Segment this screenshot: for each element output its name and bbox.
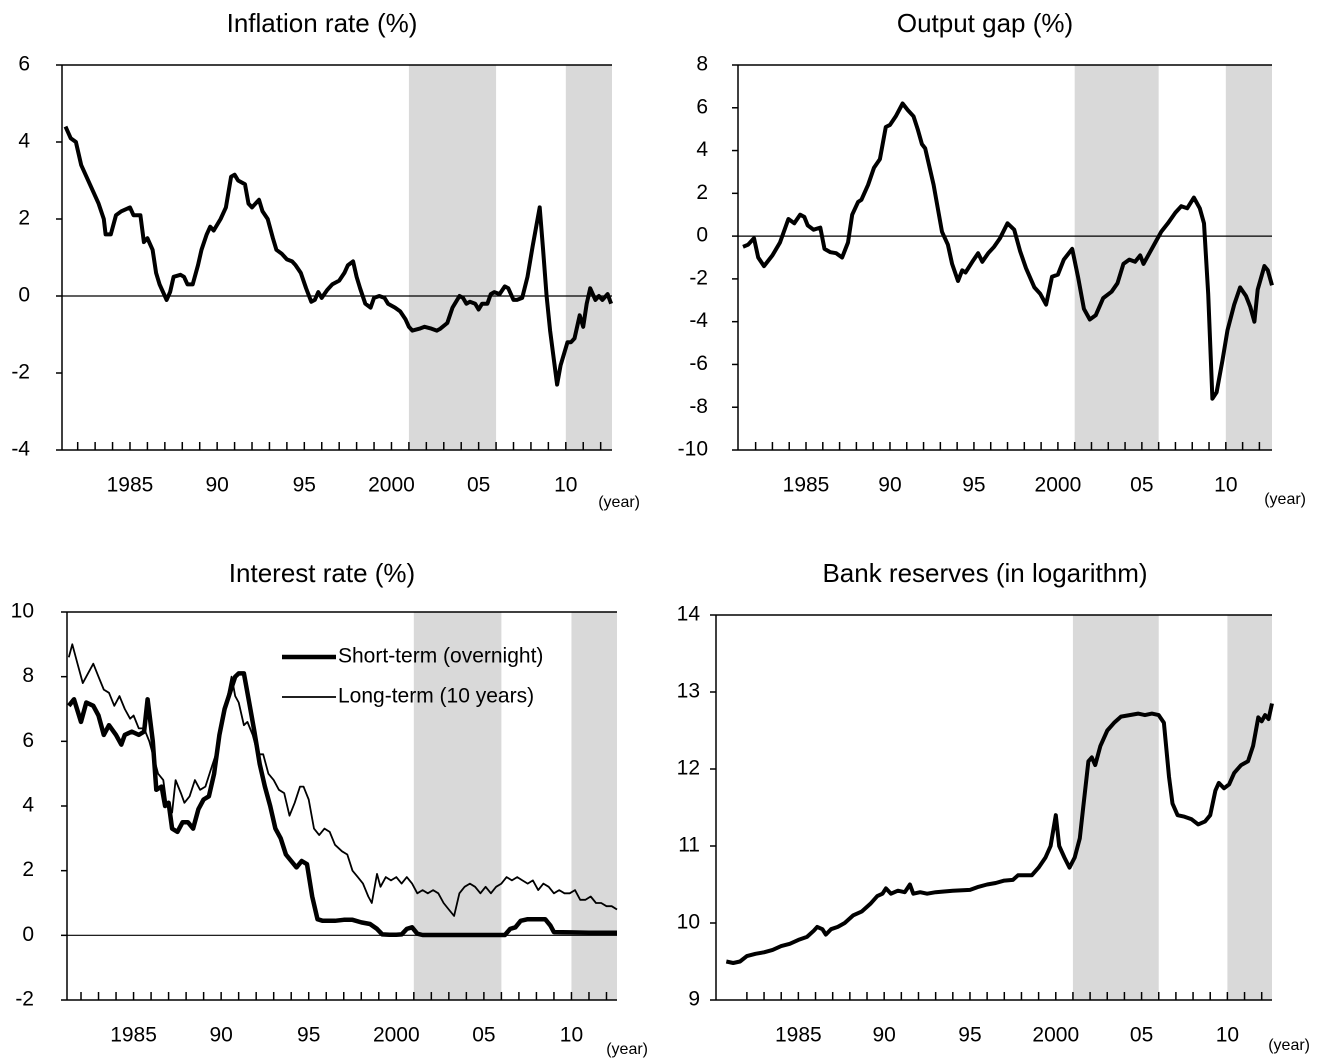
y-tick-label: 6 <box>18 53 30 76</box>
x-tick-label: 2000 <box>1032 1024 1079 1047</box>
y-tick-label: 6 <box>696 95 708 118</box>
shaded-region <box>1074 65 1159 450</box>
y-tick-label: 6 <box>22 729 34 752</box>
y-tick-label: 2 <box>18 207 30 230</box>
shaded-region <box>571 612 617 1000</box>
line-series <box>67 643 618 917</box>
x-tick-label: 1985 <box>775 1024 822 1047</box>
chart-title: Interest rate (%) <box>229 558 415 588</box>
shaded-region <box>408 65 497 450</box>
x-axis-label: (year) <box>1268 1037 1310 1054</box>
y-tick-label: 4 <box>18 130 30 153</box>
x-axis-label: (year) <box>606 1041 648 1058</box>
chart-title: Output gap (%) <box>897 8 1073 38</box>
y-tick-label: -8 <box>689 395 708 418</box>
x-tick-label: 05 <box>1130 474 1153 497</box>
x-tick-label: 10 <box>1216 1024 1239 1047</box>
x-tick-label: 10 <box>1214 474 1237 497</box>
y-tick-label: 4 <box>22 794 34 817</box>
shaded-region <box>1225 65 1272 450</box>
x-tick-label: 05 <box>472 1024 495 1047</box>
x-tick-label: 10 <box>554 474 577 497</box>
y-tick-label: 13 <box>677 680 700 703</box>
shaded-region <box>1072 615 1159 1000</box>
x-tick-label: 2000 <box>1035 474 1082 497</box>
x-tick-label: 1985 <box>110 1024 157 1047</box>
line-series <box>67 671 617 938</box>
y-tick-label: -10 <box>678 438 708 461</box>
y-tick-label: -6 <box>689 352 708 375</box>
x-axis-label: (year) <box>1264 491 1306 508</box>
y-tick-label: 11 <box>678 834 700 857</box>
x-tick-label: 95 <box>293 474 316 497</box>
y-tick-label: 0 <box>22 923 34 946</box>
x-tick-label: 90 <box>209 1024 232 1047</box>
y-tick-label: 8 <box>22 664 34 687</box>
x-tick-label: 05 <box>467 474 490 497</box>
x-tick-label: 95 <box>958 1024 981 1047</box>
x-tick-label: 2000 <box>368 474 415 497</box>
y-tick-label: 8 <box>696 53 708 76</box>
y-tick-label: 14 <box>677 603 701 626</box>
chart-panel: Output gap (%) -10 -8 -6 -4 -2 0 2 4 6 8 1985 90 95 20… <box>678 8 1306 508</box>
chart-panel: Bank reserves (in logarithm) 9 10 11 12 13 14 1… <box>677 558 1310 1054</box>
x-tick-label: 90 <box>205 474 228 497</box>
y-tick-label: 0 <box>18 284 30 307</box>
x-tick-label: 1985 <box>107 474 154 497</box>
y-tick-label: -2 <box>11 361 30 384</box>
legend-label: Long-term (10 years) <box>338 685 534 708</box>
x-tick-label: 05 <box>1130 1024 1153 1047</box>
y-tick-label: 12 <box>677 757 700 780</box>
y-tick-label: -2 <box>689 266 708 289</box>
legend-label: Short-term (overnight) <box>338 645 543 668</box>
line-series <box>725 703 1274 965</box>
line-series <box>63 125 613 387</box>
y-tick-label: 2 <box>22 858 34 881</box>
line-series <box>742 101 1274 401</box>
x-tick-label: 90 <box>878 474 901 497</box>
chart-panel: Interest rate (%) -2 0 2 4 6 8 10 1985 90 95 2000 05… <box>11 558 648 1058</box>
x-tick-label: 2000 <box>373 1024 420 1047</box>
y-tick-label: 10 <box>11 600 34 623</box>
x-axis-label: (year) <box>598 494 640 511</box>
x-tick-label: 10 <box>560 1024 583 1047</box>
shaded-region <box>413 612 502 1000</box>
x-tick-label: 1985 <box>783 474 830 497</box>
y-tick-label: -4 <box>11 438 30 461</box>
x-tick-label: 95 <box>297 1024 320 1047</box>
chart-panel: Inflation rate (%) -4 -2 0 2 4 6 1985 90 95 2000 05… <box>11 8 640 511</box>
x-tick-label: 90 <box>872 1024 895 1047</box>
y-tick-label: 2 <box>696 181 708 204</box>
y-tick-label: 4 <box>696 138 708 161</box>
shaded-region <box>565 65 612 450</box>
y-tick-label: 10 <box>677 911 700 934</box>
chart-title: Bank reserves (in logarithm) <box>822 558 1147 588</box>
x-tick-label: 95 <box>962 474 985 497</box>
shaded-region <box>1227 615 1272 1000</box>
y-tick-label: -2 <box>15 988 34 1011</box>
y-tick-label: 9 <box>688 988 700 1011</box>
y-tick-label: 0 <box>696 224 708 247</box>
y-tick-label: -4 <box>689 309 708 332</box>
chart-title: Inflation rate (%) <box>227 8 418 38</box>
